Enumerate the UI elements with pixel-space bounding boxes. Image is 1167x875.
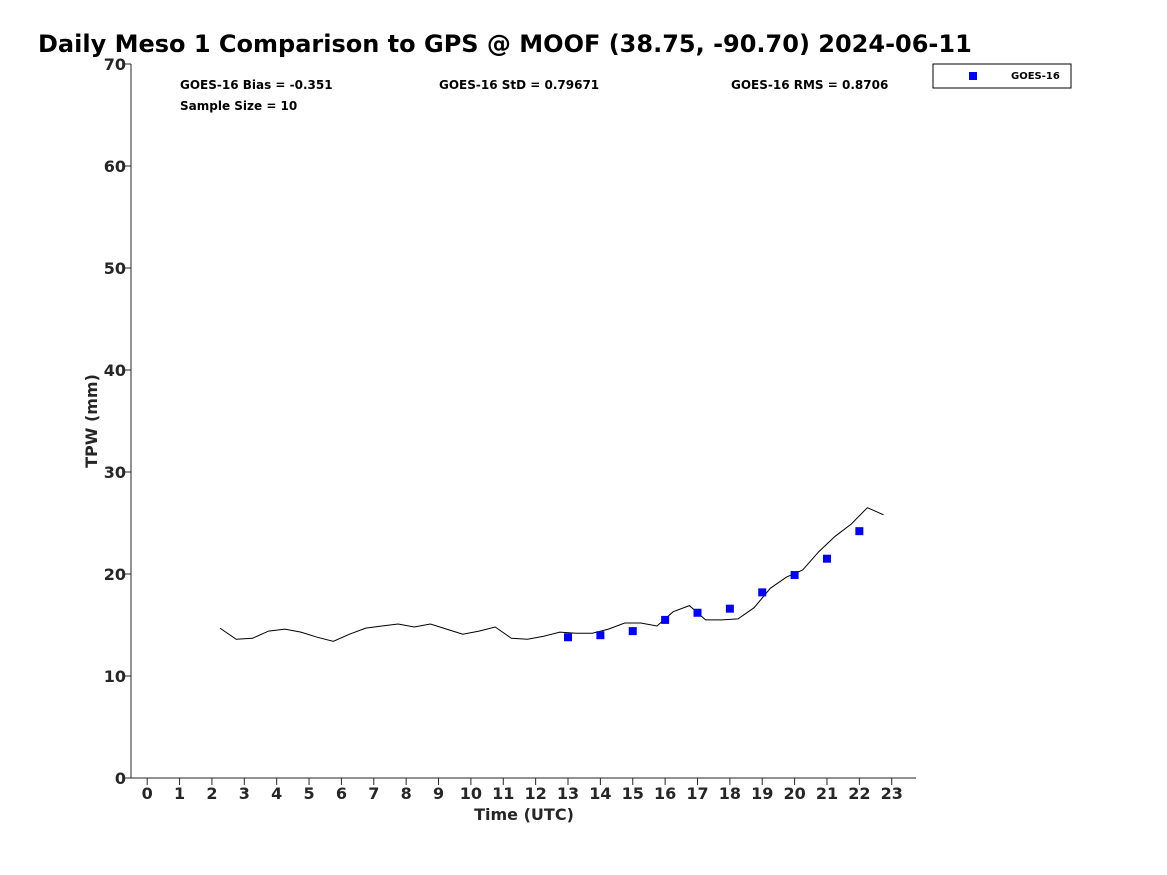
chart-title: Daily Meso 1 Comparison to GPS @ MOOF (3… bbox=[38, 30, 972, 58]
y-tick-label: 50 bbox=[104, 259, 126, 278]
x-tick-label: 8 bbox=[401, 784, 412, 803]
x-ticks: 0 1 2 3 4 5 6 7 8 9 10 11 12 13 14 15 16 17 18 19 20 21 22 23 bbox=[142, 778, 903, 803]
x-tick-label: 6 bbox=[336, 784, 347, 803]
x-tick-label: 2 bbox=[206, 784, 217, 803]
goes-16-point bbox=[693, 608, 702, 617]
x-tick-label: 16 bbox=[654, 784, 676, 803]
x-tick-label: 17 bbox=[686, 784, 708, 803]
legend-label-goes-16: GOES-16 bbox=[1011, 71, 1060, 82]
x-tick-label: 3 bbox=[239, 784, 250, 803]
x-tick-label: 21 bbox=[816, 784, 838, 803]
x-tick-label: 1 bbox=[174, 784, 185, 803]
y-tick-label: 60 bbox=[104, 157, 126, 176]
y-tick-label: 10 bbox=[104, 667, 126, 686]
goes-16-point bbox=[725, 604, 734, 613]
goes-16-point bbox=[822, 554, 831, 563]
goes-16-point bbox=[758, 588, 767, 597]
y-axis-label: TPW (mm) bbox=[82, 374, 101, 468]
x-tick-label: 23 bbox=[881, 784, 903, 803]
y-tick-label: 40 bbox=[104, 361, 126, 380]
y-tick-label: 20 bbox=[104, 565, 126, 584]
bias-stat: GOES-16 Bias = -0.351 bbox=[180, 78, 333, 92]
x-tick-label: 5 bbox=[303, 784, 314, 803]
x-tick-label: 19 bbox=[751, 784, 773, 803]
x-tick-label: 9 bbox=[433, 784, 444, 803]
x-tick-label: 20 bbox=[783, 784, 805, 803]
y-tick-label: 0 bbox=[115, 769, 126, 788]
x-tick-label: 18 bbox=[719, 784, 741, 803]
goes-16-point bbox=[855, 527, 864, 536]
x-tick-label: 14 bbox=[589, 784, 611, 803]
goes-16-point bbox=[790, 571, 799, 580]
x-axis-label: Time (UTC) bbox=[474, 805, 574, 824]
x-tick-label: 22 bbox=[848, 784, 870, 803]
y-tick-label: 30 bbox=[104, 463, 126, 482]
gps-line bbox=[219, 507, 884, 642]
legend: GOES-16 bbox=[932, 63, 1072, 89]
y-ticks: 0 10 20 30 40 50 60 70 bbox=[104, 55, 131, 788]
x-tick-label: 12 bbox=[525, 784, 547, 803]
x-tick-label: 10 bbox=[460, 784, 482, 803]
x-tick-label: 13 bbox=[557, 784, 579, 803]
x-tick-label: 4 bbox=[271, 784, 282, 803]
x-tick-label: 11 bbox=[492, 784, 514, 803]
y-tick-label: 70 bbox=[104, 55, 126, 74]
x-tick-label: 0 bbox=[142, 784, 153, 803]
goes-16-point bbox=[628, 627, 637, 636]
legend-box bbox=[932, 63, 1072, 89]
x-tick-label: 15 bbox=[622, 784, 644, 803]
rms-stat: GOES-16 RMS = 0.8706 bbox=[731, 78, 888, 92]
x-tick-label: 7 bbox=[368, 784, 379, 803]
std-stat: GOES-16 StD = 0.79671 bbox=[439, 78, 599, 92]
legend-marker bbox=[969, 72, 977, 80]
goes-16-point bbox=[661, 615, 670, 624]
goes-16-point bbox=[564, 633, 573, 642]
goes-16-point bbox=[596, 631, 605, 640]
sample-size-stat: Sample Size = 10 bbox=[180, 99, 297, 113]
series-layer bbox=[219, 507, 884, 642]
plot-area bbox=[131, 64, 916, 778]
